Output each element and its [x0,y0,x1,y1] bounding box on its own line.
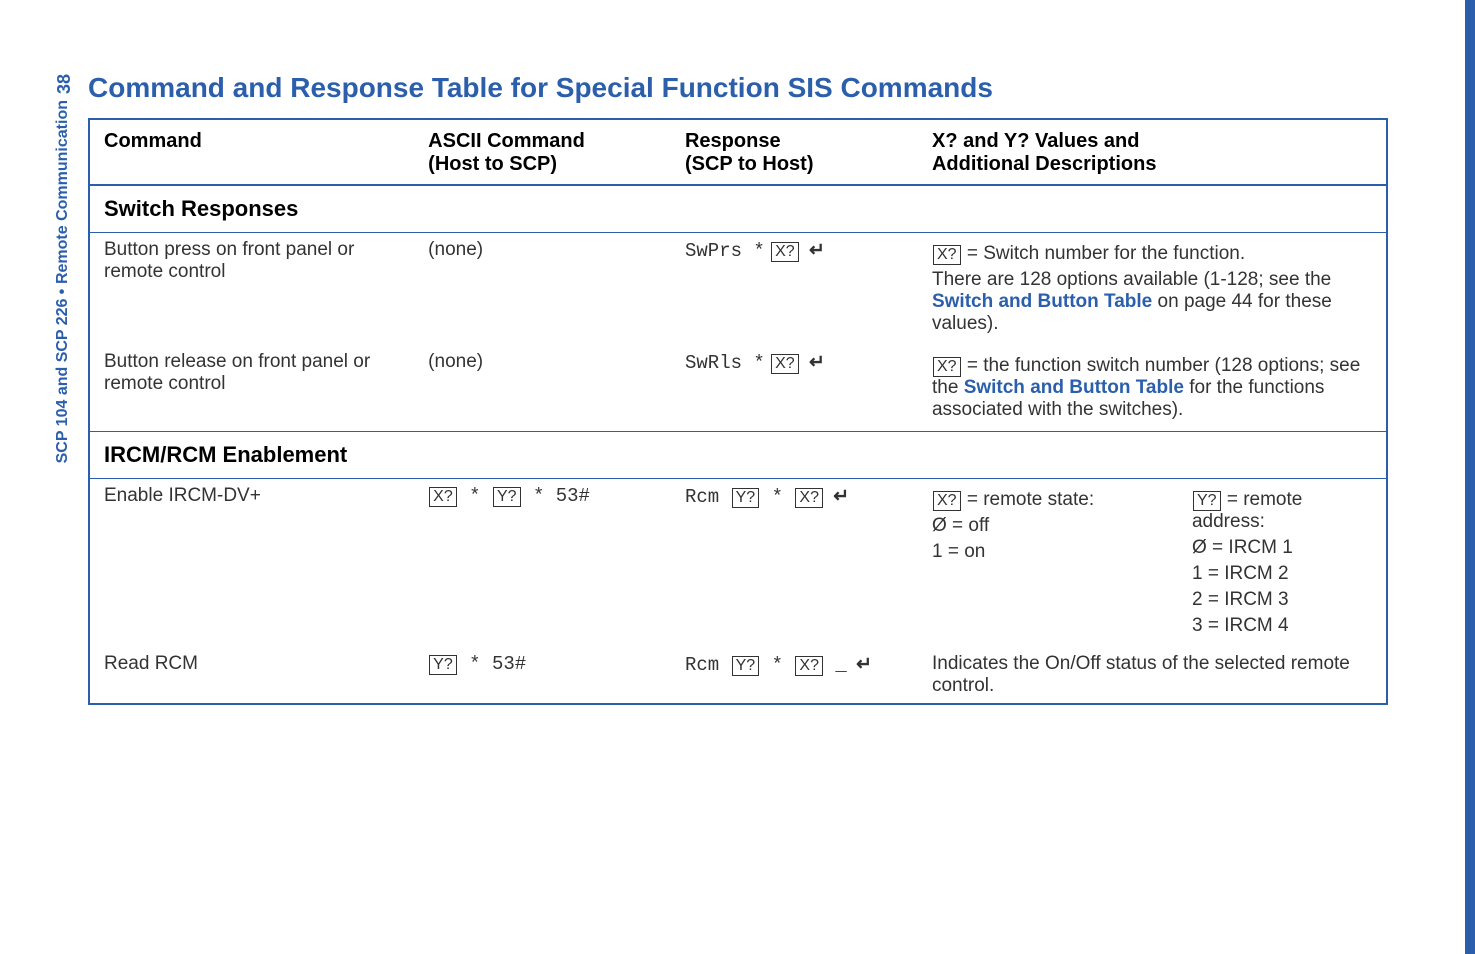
resp-suffix: _ [824,654,847,676]
section-switch-responses-label: Switch Responses [89,185,1387,233]
cmd-button-press: Button press on front panel or remote co… [89,233,414,346]
enter-icon: ↵ [809,351,825,374]
var-y: Y? [732,488,760,508]
table-header-row: Command ASCII Command (Host to SCP) Resp… [89,119,1387,185]
desc-text: = Switch number for the function. [962,243,1246,264]
desc-button-press: X? = Switch number for the function. The… [918,233,1387,346]
page-number: 38 [54,74,75,94]
enter-icon: ↵ [856,653,872,676]
right-accent-bar [1465,0,1475,954]
switch-button-table-link[interactable]: Switch and Button Table [964,377,1184,398]
opt-ircm2: 1 = IRCM 2 [1192,563,1372,585]
section-ircm-rcm: IRCM/RCM Enablement [89,432,1387,479]
cmd-read-rcm: Read RCM [89,647,414,704]
opt-ircm1: Ø = IRCM 1 [1192,537,1372,559]
cmd-enable-ircm: Enable IRCM-DV+ [89,479,414,648]
var-x: X? [933,491,961,511]
resp-sep: * [760,486,794,508]
ascii-sep: * [458,485,492,507]
desc-read-rcm: Indicates the On/Off status of the selec… [918,647,1387,704]
ascii-button-press: (none) [414,233,671,346]
var-x: X? [795,488,823,508]
opt-ircm3: 2 = IRCM 3 [1192,589,1372,611]
ascii-button-release: (none) [414,345,671,432]
desc-enable-ircm: X? = remote state: Ø = off 1 = on Y? = r… [918,479,1387,648]
resp-button-press: SwPrs * X? ↵ [671,233,918,346]
ascii-enable-ircm: X? * Y? * 53# [414,479,671,648]
side-doc-title: SCP 104 and SCP 226 [54,299,71,464]
col-header-desc-l2: Additional Descriptions [932,153,1372,176]
col-header-response-l2: (SCP to Host) [685,153,904,176]
resp-enable-ircm: Rcm Y? * X? ↵ [671,479,918,648]
switch-button-table-link[interactable]: Switch and Button Table [932,291,1152,312]
resp-prefix: Rcm [685,654,731,676]
var-y: Y? [1193,491,1221,511]
resp-sep: * [760,654,794,676]
resp-button-release: SwRls * X? ↵ [671,345,918,432]
resp-prefix: Rcm [685,486,731,508]
table-row: Read RCM Y? * 53# Rcm Y? * X? _ ↵ Indica… [89,647,1387,704]
desc-text: = remote state: [962,489,1095,510]
var-y: Y? [429,655,457,675]
var-x: X? [771,242,799,262]
section-switch-responses: Switch Responses [89,185,1387,233]
opt-ircm4: 3 = IRCM 4 [1192,615,1372,637]
resp-prefix: SwRls * [685,352,765,374]
var-x: X? [429,487,457,507]
enter-icon: ↵ [833,485,849,508]
var-y: Y? [493,487,521,507]
desc-button-release: X? = the function switch number (128 opt… [918,345,1387,432]
col-header-response: Response (SCP to Host) [671,119,918,185]
enter-icon: ↵ [809,239,825,262]
col-header-ascii: ASCII Command (Host to SCP) [414,119,671,185]
cmd-button-release: Button release on front panel or remote … [89,345,414,432]
var-y: Y? [732,656,760,676]
side-separator: • [54,288,71,294]
section-ircm-rcm-label: IRCM/RCM Enablement [89,432,1387,479]
table-row: Button release on front panel or remote … [89,345,1387,432]
table-row: Enable IRCM-DV+ X? * Y? * 53# Rcm Y? * X… [89,479,1387,648]
resp-read-rcm: Rcm Y? * X? _ ↵ [671,647,918,704]
var-x: X? [933,357,961,377]
side-label: SCP 104 and SCP 226 • Remote Communicati… [54,100,72,463]
desc-text: There are 128 options available (1-128; … [932,269,1331,290]
page-title: Command and Response Table for Special F… [88,72,1388,104]
var-x: X? [795,656,823,676]
opt-on: 1 = on [932,541,1152,563]
ascii-suffix: * 53# [458,653,526,675]
col-header-desc-l1: X? and Y? Values and [932,130,1372,153]
ascii-suffix: * 53# [522,485,590,507]
col-header-ascii-l2: (Host to SCP) [428,153,657,176]
col-header-command: Command [89,119,414,185]
command-table: Command ASCII Command (Host to SCP) Resp… [88,118,1388,705]
col-header-command-label: Command [104,130,202,152]
col-header-ascii-l1: ASCII Command [428,130,657,153]
opt-off: Ø = off [932,515,1152,537]
side-section-title: Remote Communication [54,100,71,284]
var-x: X? [933,245,961,265]
resp-prefix: SwPrs * [685,240,765,262]
ascii-read-rcm: Y? * 53# [414,647,671,704]
col-header-desc: X? and Y? Values and Additional Descript… [918,119,1387,185]
col-header-response-l1: Response [685,130,904,153]
var-x: X? [771,354,799,374]
table-row: Button press on front panel or remote co… [89,233,1387,346]
main-content: Command and Response Table for Special F… [88,72,1388,705]
